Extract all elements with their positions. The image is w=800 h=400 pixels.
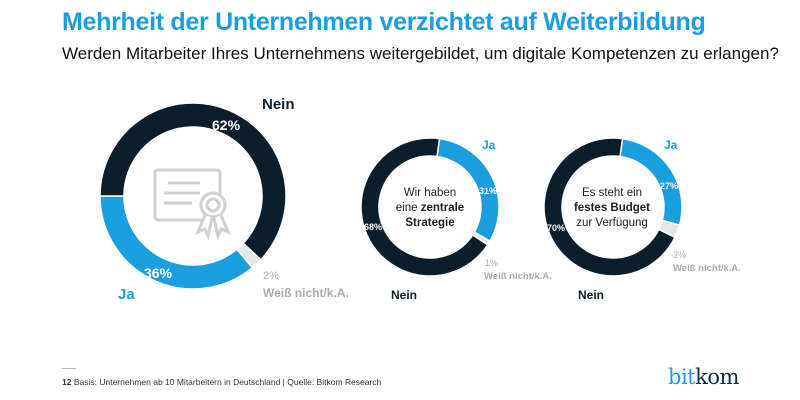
- donut-1-slice-nein: [99, 102, 287, 261]
- footer-divider: [62, 368, 76, 369]
- data-label-ja-1: 36%: [144, 265, 173, 281]
- donut-2-slice-ja: [436, 137, 500, 243]
- page-title: Mehrheit der Unternehmen verzichtet auf …: [62, 8, 706, 36]
- page-subtitle: Werden Mitarbeiter Ihres Unternehmens we…: [62, 44, 779, 63]
- donut-3-slice-wei-nicht-k-a-: [657, 219, 681, 239]
- donut-1-slice-ja: [99, 195, 254, 290]
- donut-2-slice-nein: [360, 137, 489, 277]
- legend-ja-2: Ja: [482, 138, 496, 152]
- donut-3-slice-nein: [543, 137, 677, 277]
- data-label-ja-2: 31%: [479, 186, 498, 196]
- footer-note: 12 Basis: Unternehmen ab 10 Mitarbeitern…: [62, 377, 382, 387]
- legend-nein-2: Nein: [391, 288, 418, 302]
- data-label-nein-2: 68%: [364, 222, 383, 232]
- donut-3-slice-ja: [619, 137, 683, 227]
- data-label-unknown-3: 3%: [673, 250, 687, 260]
- data-label-unknown-2: 1%: [485, 258, 499, 268]
- legend-ja-1: Ja: [118, 286, 135, 303]
- center-text-3: Es steht ein festes Budget zur Verfügung: [573, 187, 651, 229]
- data-label-unknown-1: 2%: [263, 270, 279, 282]
- data-label-ja-3: 27%: [660, 181, 679, 191]
- center-text-2: Wir haben eine zentrale Strategie: [395, 187, 465, 229]
- legend-nein-3: Nein: [578, 288, 605, 302]
- legend-unknown-2: Weiß nicht/k.A.: [484, 271, 552, 282]
- legend-ja-3: Ja: [664, 138, 678, 152]
- data-label-nein-3: 70%: [547, 223, 566, 233]
- legend-nein-1: Nein: [262, 96, 295, 113]
- legend-unknown-1: Weiß nicht/k.A.: [263, 286, 349, 300]
- bitkom-logo: bitkom: [668, 365, 739, 389]
- legend-unknown-3: Weiß nicht/k.A.: [673, 263, 741, 274]
- data-label-nein-1: 62%: [212, 117, 241, 133]
- certificate-icon: [153, 168, 231, 241]
